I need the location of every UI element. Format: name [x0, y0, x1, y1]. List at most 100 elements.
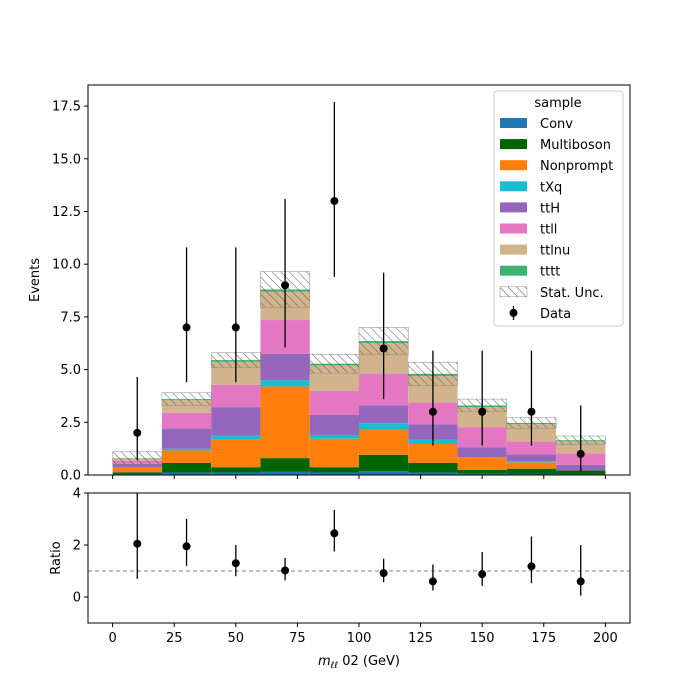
bar-txq-3 — [260, 380, 310, 387]
bar-multiboson-7 — [457, 469, 507, 474]
bar-nonprompt-5 — [359, 429, 409, 455]
data-point-3 — [281, 281, 290, 290]
ratio-point-9 — [576, 577, 585, 586]
stat-unc-band-4 — [309, 353, 360, 374]
bar-tth-0 — [112, 463, 162, 467]
ratio-point-0 — [133, 539, 142, 548]
top-y-tick-label-5: 12.5 — [52, 205, 81, 220]
top-panel: 0.0 2.5 5.0 7.5 10.0 12.5 15.0 17.5 Events samp… — [28, 84, 631, 484]
bar-conv-0 — [112, 473, 162, 475]
bar-tth-1 — [161, 428, 212, 449]
legend-label-tttt: tttt — [540, 265, 560, 280]
data-point-0 — [133, 428, 142, 437]
top-y-tick-label-3: 7.5 — [60, 310, 81, 325]
stat-unc-band-1 — [161, 392, 212, 406]
bar-conv-5 — [359, 471, 409, 475]
legend-title: sample — [534, 96, 581, 111]
bar-multiboson-4 — [309, 467, 359, 473]
data-point-8 — [527, 407, 536, 416]
bottom-y-ticks: 0 2 4 — [73, 487, 88, 606]
bottom-axes-frame — [87, 492, 631, 624]
bar-tth-5 — [359, 405, 409, 424]
legend-swatch-tttt — [500, 265, 527, 276]
legend-label-multiboson: Multiboson — [540, 138, 611, 153]
bar-tth-3 — [260, 353, 310, 381]
bar-nonprompt-1 — [161, 450, 212, 463]
data-point-7 — [478, 407, 487, 416]
bar-txq-2 — [211, 435, 261, 440]
bottom-y-tick-label-1: 2 — [73, 539, 81, 554]
legend-swatch-ttlnu — [500, 244, 527, 255]
top-y-tick-label-2: 5.0 — [60, 363, 81, 378]
bar-tth-8 — [506, 454, 557, 462]
legend-label-data: Data — [540, 307, 571, 322]
legend-swatch-stat-unc — [499, 286, 528, 298]
legend-entries: Conv Multiboson Nonprompt tXq ttH ttll ttlnu tt… — [499, 117, 613, 322]
bar-conv-4 — [309, 472, 359, 475]
stacked-histogram — [112, 289, 606, 475]
bottom-y-tick-label-2: 4 — [73, 487, 81, 502]
bar-nonprompt-6 — [408, 444, 458, 463]
bottom-y-tick-label-0: 0 — [73, 591, 81, 606]
bar-multiboson-0 — [112, 472, 162, 474]
bottom-y-axis-label: Ratio — [49, 541, 64, 574]
legend-swatch-multiboson — [500, 139, 527, 150]
legend-swatch-data-marker — [509, 308, 518, 317]
bar-nonprompt-3 — [260, 386, 310, 459]
legend-label-tth: ttH — [540, 201, 560, 216]
top-y-axis-label: Events — [28, 258, 43, 302]
x-axis-label-rest: 02 (GeV) — [338, 654, 400, 669]
x-axis-label-subscript: ℓℓ — [330, 661, 338, 671]
legend-swatch-ttll — [500, 223, 527, 234]
legend-swatch-nonprompt — [500, 160, 527, 171]
data-points — [133, 101, 585, 472]
legend-label-stat-unc: Stat. Unc. — [540, 286, 604, 301]
data-point-4 — [330, 196, 339, 205]
bar-multiboson-5 — [359, 454, 409, 472]
bar-tth-7 — [457, 447, 507, 458]
bar-txq-4 — [309, 434, 359, 439]
bottom-x-ticks: 0 25 50 75 100 125 150 175 200 — [108, 623, 618, 646]
top-y-tick-label-1: 2.5 — [60, 416, 81, 431]
bottom-x-tick-label-4: 100 — [347, 631, 372, 646]
x-axis-label: mℓℓ 02 (GeV) — [318, 654, 400, 671]
top-y-tick-label-6: 15.0 — [52, 152, 81, 167]
legend: sample Conv Multiboson Nonprompt tXq ttH ttll… — [493, 90, 624, 327]
top-y-tick-label-0: 0.0 — [60, 469, 81, 484]
bar-conv-3 — [260, 471, 310, 475]
bar-multiboson-8 — [506, 468, 557, 474]
ratio-point-4 — [330, 529, 339, 538]
top-y-tick-label-4: 10.0 — [52, 258, 81, 273]
bar-multiboson-3 — [260, 458, 310, 472]
data-point-2 — [231, 323, 240, 332]
legend-label-ttlnu: ttlnu — [540, 244, 570, 259]
data-point-6 — [428, 407, 437, 416]
ratio-point-3 — [281, 566, 290, 575]
legend-label-ttll: ttll — [540, 223, 557, 238]
bar-tth-4 — [309, 414, 359, 435]
bottom-x-tick-label-8: 200 — [593, 631, 618, 646]
x-axis-label-symbol: m — [318, 654, 331, 669]
bar-conv-1 — [161, 472, 212, 475]
bar-multiboson-1 — [161, 462, 212, 473]
bar-multiboson-6 — [408, 462, 458, 473]
bar-multiboson-2 — [211, 467, 261, 473]
bar-nonprompt-7 — [457, 457, 507, 470]
bar-nonprompt-2 — [211, 439, 261, 468]
ratio-point-8 — [527, 562, 536, 571]
bar-conv-8 — [506, 473, 557, 475]
bar-ttll-8 — [506, 441, 557, 455]
ratio-points — [133, 493, 585, 596]
bottom-x-tick-label-7: 175 — [531, 631, 556, 646]
bar-ttll-1 — [161, 412, 212, 429]
bottom-x-tick-label-2: 50 — [228, 631, 245, 646]
top-y-ticks: 0.0 2.5 5.0 7.5 10.0 12.5 15.0 17.5 — [52, 100, 88, 484]
legend-label-nonprompt: Nonprompt — [540, 159, 613, 174]
legend-swatch-conv — [500, 118, 527, 128]
legend-swatch-txq — [500, 181, 527, 192]
bar-tth-2 — [211, 407, 261, 436]
ratio-point-6 — [428, 577, 437, 586]
bar-nonprompt-4 — [309, 438, 359, 468]
bar-txq-1 — [161, 448, 212, 451]
